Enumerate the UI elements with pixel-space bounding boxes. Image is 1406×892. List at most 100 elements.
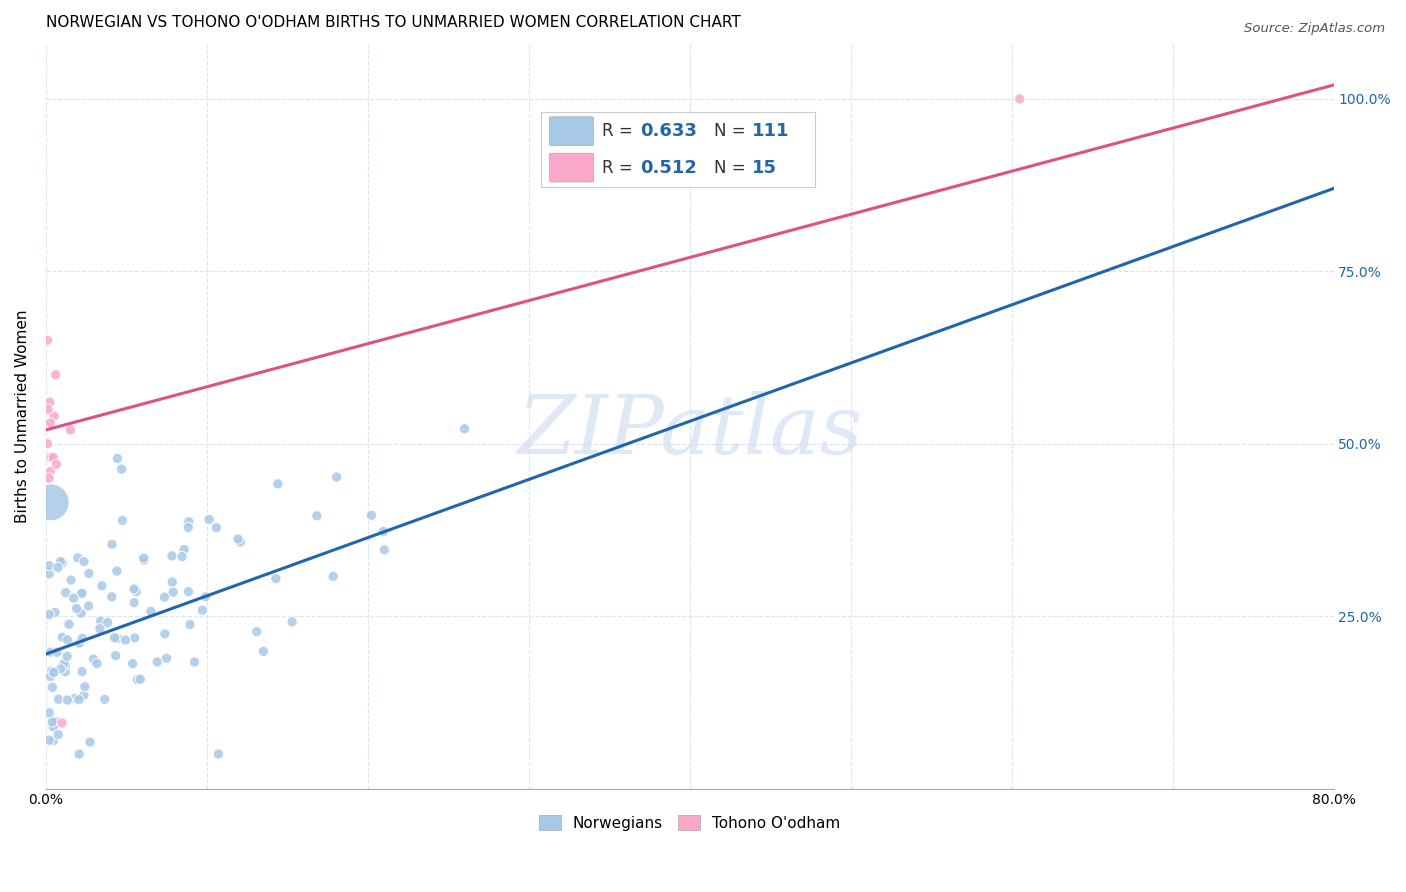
Text: ZIPatlas: ZIPatlas: [517, 391, 862, 471]
Point: [252, 644, 274, 658]
Point: [89, 622, 111, 636]
Point: [70, 586, 93, 600]
Point: [72, 632, 94, 646]
Point: [246, 624, 269, 639]
Point: [360, 508, 382, 523]
Point: [39, 495, 62, 509]
Point: [55, 585, 77, 599]
Point: [179, 617, 201, 632]
Point: [177, 520, 200, 534]
Point: [39, 416, 62, 430]
Point: [170, 549, 193, 564]
Point: [56, 649, 79, 664]
Point: [104, 648, 127, 663]
Point: [111, 513, 134, 527]
Point: [107, 632, 129, 646]
Point: [38, 471, 60, 485]
Point: [67, 747, 90, 761]
Point: [105, 564, 128, 578]
Point: [103, 631, 125, 645]
Point: [38, 607, 60, 622]
FancyBboxPatch shape: [550, 153, 593, 182]
Point: [41, 664, 63, 678]
Point: [173, 542, 195, 557]
Point: [53, 665, 76, 679]
Point: [1008, 92, 1031, 106]
Point: [46, 728, 69, 742]
Point: [194, 590, 217, 604]
Point: [73, 555, 96, 569]
Point: [41, 714, 63, 729]
Point: [65, 601, 87, 615]
Point: [177, 515, 200, 529]
Point: [37, 402, 59, 417]
Text: Source: ZipAtlas.com: Source: ZipAtlas.com: [1244, 22, 1385, 36]
Point: [162, 574, 184, 589]
Point: [110, 462, 132, 476]
Point: [264, 572, 287, 586]
Point: [205, 521, 228, 535]
Point: [39, 645, 62, 659]
Point: [73, 680, 96, 694]
Text: N =: N =: [714, 122, 751, 140]
Point: [153, 590, 176, 604]
Point: [125, 584, 148, 599]
Point: [373, 542, 395, 557]
Text: 111: 111: [752, 122, 790, 140]
Point: [267, 476, 290, 491]
Point: [44, 409, 66, 423]
Point: [45, 458, 67, 472]
Point: [42, 665, 65, 680]
Point: [55, 657, 77, 672]
Text: NORWEGIAN VS TOHONO O'ODHAM BIRTHS TO UNMARRIED WOMEN CORRELATION CHART: NORWEGIAN VS TOHONO O'ODHAM BIRTHS TO UN…: [46, 15, 741, 30]
Point: [325, 470, 347, 484]
Text: N =: N =: [714, 159, 751, 177]
Point: [91, 579, 114, 593]
Point: [155, 651, 177, 665]
Point: [373, 524, 395, 539]
Point: [86, 657, 108, 671]
Legend: Norwegians, Tohono O'odham: Norwegians, Tohono O'odham: [533, 809, 846, 837]
Text: 0.633: 0.633: [640, 122, 697, 140]
Point: [90, 614, 112, 628]
Point: [37, 436, 59, 450]
Point: [53, 657, 76, 671]
Point: [66, 550, 89, 565]
Point: [121, 657, 143, 671]
Point: [229, 535, 252, 549]
Point: [41, 681, 63, 695]
Point: [226, 532, 249, 546]
Y-axis label: Births to Unmarried Women: Births to Unmarried Women: [15, 310, 30, 523]
Point: [58, 617, 80, 632]
Point: [79, 735, 101, 749]
Point: [77, 566, 100, 581]
Point: [38, 706, 60, 720]
Point: [453, 422, 475, 436]
Point: [67, 692, 90, 706]
Point: [281, 615, 304, 629]
Point: [82, 652, 104, 666]
Point: [60, 573, 83, 587]
Point: [63, 691, 86, 706]
Point: [70, 607, 93, 621]
Point: [146, 655, 169, 669]
Point: [94, 692, 117, 706]
Point: [56, 632, 79, 647]
Point: [59, 423, 82, 437]
Point: [45, 368, 67, 382]
Point: [183, 655, 205, 669]
Point: [37, 333, 59, 347]
Point: [198, 512, 221, 526]
Point: [305, 508, 328, 523]
Point: [39, 450, 62, 465]
Point: [132, 551, 155, 566]
Point: [160, 549, 183, 563]
Point: [39, 669, 62, 683]
Point: [129, 672, 152, 686]
Point: [49, 662, 72, 676]
Point: [124, 631, 146, 645]
Point: [67, 636, 90, 650]
Point: [42, 733, 65, 747]
Point: [127, 673, 149, 687]
Point: [62, 591, 84, 605]
